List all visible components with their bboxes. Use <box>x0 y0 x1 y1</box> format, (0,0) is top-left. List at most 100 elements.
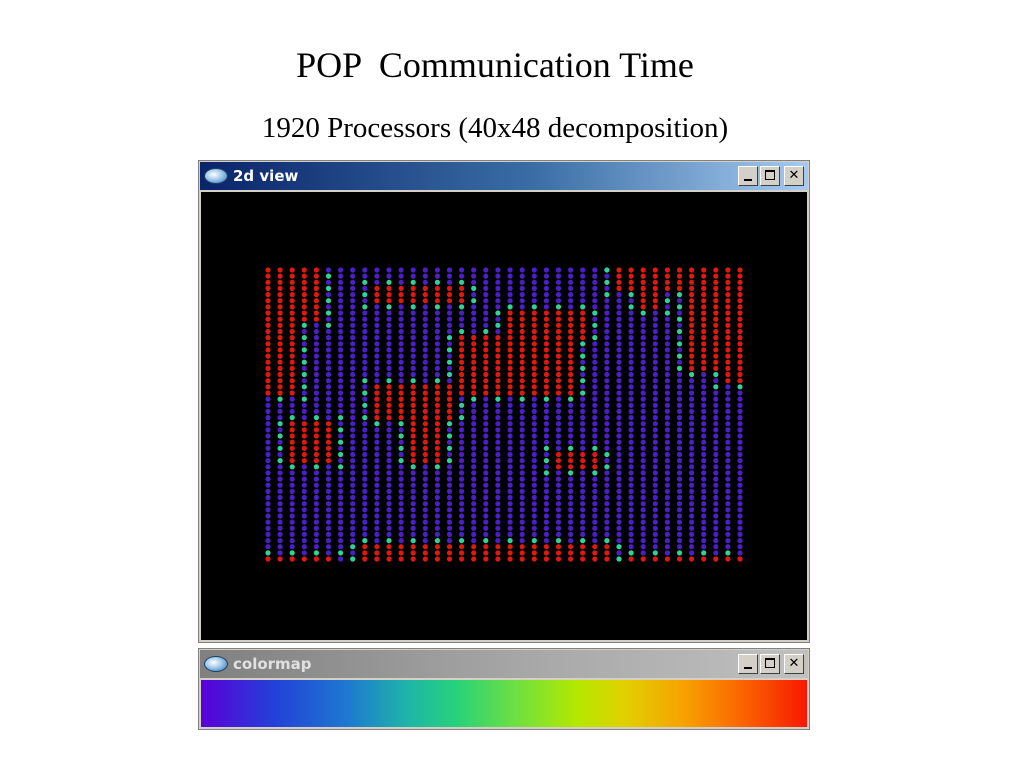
minimize-button[interactable] <box>738 654 758 674</box>
processor-dot <box>410 458 416 464</box>
processor-dot <box>446 538 453 544</box>
close-button[interactable]: ✕ <box>784 166 804 186</box>
processor-dot <box>338 378 344 384</box>
processor-dot <box>362 267 368 273</box>
processor-dot <box>410 371 416 378</box>
processor-dot <box>277 488 283 494</box>
processor-dot <box>374 451 380 458</box>
processor-dot <box>398 458 404 464</box>
processor-dot <box>325 316 332 322</box>
processor-dot <box>289 544 295 550</box>
processor-dot <box>737 482 743 488</box>
processor-dot <box>265 507 271 513</box>
processor-dot <box>676 476 683 482</box>
processor-dot <box>531 556 537 562</box>
processor-dot <box>338 501 344 507</box>
processor-dot <box>519 285 525 291</box>
processor-dot <box>459 328 465 335</box>
processor-dot <box>338 513 344 519</box>
processor-dot <box>265 396 271 402</box>
processor-dot <box>289 353 295 359</box>
processor-dot <box>362 390 368 396</box>
processor-dot <box>689 433 695 439</box>
processor-dot <box>580 525 586 531</box>
processor-dot <box>301 378 307 384</box>
processor-dot <box>313 341 319 347</box>
processor-dot <box>592 513 598 519</box>
processor-dot <box>265 316 271 322</box>
processor-dot <box>568 353 574 359</box>
processor-dot <box>374 544 380 550</box>
minimize-button[interactable] <box>738 166 758 186</box>
processor-dot <box>616 310 622 316</box>
processor-dot <box>277 556 283 562</box>
processor-dot <box>313 328 319 335</box>
processor-dot <box>422 316 428 322</box>
processor-dot <box>507 408 513 414</box>
processor-dot <box>616 304 622 310</box>
processor-dot <box>580 335 586 341</box>
processor-dot <box>664 365 670 371</box>
processor-dot <box>338 544 344 550</box>
processor-dot <box>313 538 319 544</box>
processor-dot <box>398 279 404 285</box>
processor-dot <box>519 550 525 556</box>
processor-dot <box>398 494 404 501</box>
processor-dot <box>422 488 428 494</box>
app-eye-icon[interactable] <box>204 656 228 672</box>
processor-dot <box>471 464 477 470</box>
processor-dot <box>543 531 549 537</box>
processor-dot <box>301 292 307 298</box>
processor-dot <box>580 396 586 402</box>
processor-dot <box>313 273 319 279</box>
processor-dot <box>277 470 283 476</box>
processor-dot <box>410 292 416 298</box>
processor-dot <box>350 273 356 279</box>
processor-dot <box>592 341 598 347</box>
processor-dot <box>676 482 683 488</box>
processor-dot <box>483 316 489 322</box>
processor-dot <box>676 371 683 378</box>
colormap-window-titlebar[interactable]: colormap ✕ <box>200 650 808 678</box>
processor-dot <box>434 427 440 433</box>
processor-dot <box>471 322 477 328</box>
processor-dot <box>459 427 465 433</box>
processor-dot <box>325 494 332 501</box>
processor-dot <box>398 371 404 378</box>
processor-dot <box>350 445 356 451</box>
processor-dot <box>362 488 368 494</box>
processor-dot <box>507 445 513 451</box>
processor-dot <box>374 421 380 427</box>
processor-dot <box>313 458 319 464</box>
processor-dot <box>604 371 610 378</box>
processor-dot <box>725 544 731 550</box>
processor-dot <box>410 476 416 482</box>
processor-dot <box>422 494 428 501</box>
processor-dot <box>568 390 574 396</box>
close-button[interactable]: ✕ <box>784 654 804 674</box>
processor-dot <box>580 439 586 445</box>
processor-dot <box>459 378 465 384</box>
view-window-titlebar[interactable]: 2d view ✕ <box>200 162 808 190</box>
processor-dot <box>277 538 283 544</box>
processor-grid-view[interactable] <box>201 192 807 640</box>
processor-dot <box>531 531 537 537</box>
processor-dot <box>713 433 719 439</box>
processor-dot <box>713 415 719 421</box>
app-eye-icon[interactable] <box>204 168 228 184</box>
processor-dot <box>471 519 477 525</box>
processor-dot <box>519 316 525 322</box>
processor-dot <box>313 482 319 488</box>
processor-dot <box>398 470 404 476</box>
processor-dot <box>410 525 416 531</box>
processor-dot <box>398 531 404 537</box>
processor-dot <box>616 451 622 458</box>
processor-dot <box>507 285 513 291</box>
maximize-button[interactable] <box>760 166 780 186</box>
processor-dot <box>350 347 356 353</box>
processor-dot <box>580 531 586 537</box>
processor-dot <box>471 384 477 390</box>
processor-dot <box>737 494 743 501</box>
maximize-button[interactable] <box>760 654 780 674</box>
processor-dot <box>713 292 719 298</box>
